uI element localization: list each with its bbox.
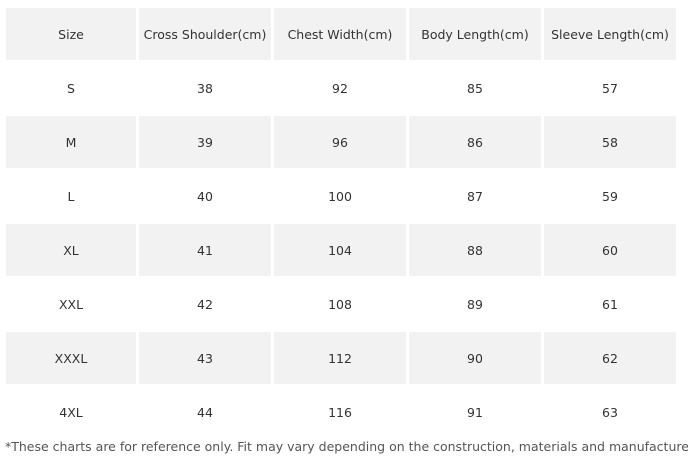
header-cell: Sleeve Length(cm) xyxy=(544,8,676,60)
measure-cell: 86 xyxy=(409,116,541,168)
measure-cell: 90 xyxy=(409,332,541,384)
size-cell: L xyxy=(67,188,75,204)
size-cell: M xyxy=(6,116,136,168)
measure-cell: 63 xyxy=(602,404,618,420)
footnote: *These charts are for reference only. Fi… xyxy=(5,439,688,454)
measure-cell: 59 xyxy=(602,188,618,204)
measure-cell: 60 xyxy=(544,224,676,276)
size-cell: 4XL xyxy=(59,404,83,420)
measure-cell: 88 xyxy=(409,224,541,276)
measure-cell: 38 xyxy=(197,80,213,96)
measure-cell: 57 xyxy=(602,80,618,96)
header-cell: Body Length(cm) xyxy=(409,8,541,60)
measure-cell: 44 xyxy=(197,404,213,420)
measure-cell: 112 xyxy=(274,332,406,384)
measure-cell: 104 xyxy=(274,224,406,276)
header-cell: Size xyxy=(6,8,136,60)
measure-cell: 89 xyxy=(467,296,483,312)
measure-cell: 39 xyxy=(139,116,271,168)
measure-cell: 116 xyxy=(328,404,352,420)
measure-cell: 61 xyxy=(602,296,618,312)
measure-cell: 100 xyxy=(328,188,352,204)
size-cell: XXL xyxy=(58,296,84,312)
measure-cell: 43 xyxy=(139,332,271,384)
header-cell: Chest Width(cm) xyxy=(274,8,406,60)
measure-cell: 58 xyxy=(544,116,676,168)
header-cell: Cross Shoulder(cm) xyxy=(139,8,271,60)
measure-cell: 108 xyxy=(328,296,352,312)
measure-cell: 62 xyxy=(544,332,676,384)
measure-cell: 41 xyxy=(139,224,271,276)
measure-cell: 85 xyxy=(467,80,483,96)
measure-cell: 87 xyxy=(467,188,483,204)
measure-cell: 96 xyxy=(274,116,406,168)
size-cell: XL xyxy=(6,224,136,276)
measure-cell: 42 xyxy=(197,296,213,312)
measure-cell: 92 xyxy=(332,80,348,96)
measure-cell: 91 xyxy=(467,404,483,420)
measure-cell: 40 xyxy=(197,188,213,204)
size-cell: S xyxy=(67,80,75,96)
size-cell: XXXL xyxy=(6,332,136,384)
